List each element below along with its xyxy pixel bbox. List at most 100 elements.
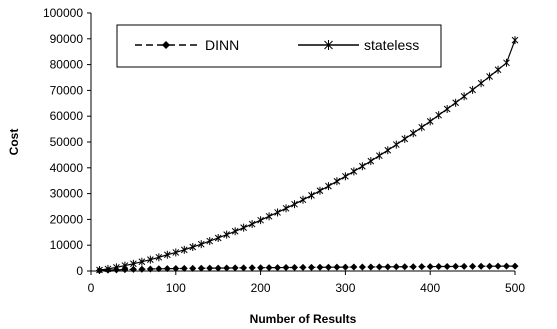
y-axis-title: Cost bbox=[7, 129, 21, 156]
asterisk-marker bbox=[155, 253, 163, 262]
diamond-marker bbox=[350, 263, 358, 271]
diamond-marker bbox=[189, 264, 197, 272]
diamond-marker bbox=[180, 264, 188, 272]
series-dinn bbox=[95, 262, 519, 274]
y-tick-label: 100000 bbox=[43, 6, 83, 20]
legend-items: DINN stateless bbox=[135, 37, 419, 53]
x-tick-label: 400 bbox=[420, 281, 440, 295]
diamond-marker bbox=[162, 41, 170, 49]
legend-label: DINN bbox=[205, 37, 239, 53]
diamond-marker bbox=[172, 265, 180, 273]
y-tick-label: 40000 bbox=[50, 161, 84, 175]
diamond-marker bbox=[426, 263, 434, 271]
diamond-marker bbox=[274, 264, 282, 272]
asterisk-marker bbox=[240, 223, 247, 232]
x-axis-title: Number of Results bbox=[250, 312, 357, 326]
diamond-marker bbox=[333, 263, 341, 271]
asterisk-marker bbox=[282, 204, 290, 213]
asterisk-marker bbox=[316, 186, 324, 195]
y-tick-label: 90000 bbox=[50, 32, 84, 46]
asterisk-marker bbox=[138, 257, 146, 266]
asterisk-marker bbox=[96, 265, 103, 274]
diamond-marker bbox=[324, 263, 332, 271]
asterisk-marker bbox=[248, 220, 256, 229]
asterisk-marker bbox=[333, 177, 341, 186]
diamond-marker bbox=[460, 262, 468, 270]
asterisk-marker bbox=[308, 191, 315, 200]
x-tick-label: 500 bbox=[505, 281, 525, 295]
asterisk-marker bbox=[384, 146, 392, 155]
asterisk-marker bbox=[291, 200, 298, 209]
diamond-marker bbox=[163, 265, 171, 273]
x-tick-label: 100 bbox=[166, 281, 186, 295]
y-tick-label: 80000 bbox=[50, 58, 84, 72]
diamond-marker bbox=[240, 264, 248, 272]
diamond-marker bbox=[511, 262, 519, 270]
diamond-marker bbox=[282, 264, 290, 272]
diamond-marker bbox=[435, 263, 443, 271]
asterisk-marker bbox=[418, 123, 426, 132]
asterisk-marker bbox=[147, 255, 154, 264]
asterisk-marker bbox=[180, 245, 188, 254]
asterisk-marker bbox=[324, 40, 333, 50]
asterisk-marker bbox=[113, 263, 120, 272]
diamond-marker bbox=[257, 264, 265, 272]
asterisk-marker bbox=[503, 58, 510, 67]
legend-box bbox=[116, 24, 442, 68]
asterisk-marker bbox=[163, 250, 171, 259]
diamond-marker bbox=[409, 263, 417, 271]
asterisk-marker bbox=[392, 140, 400, 149]
asterisk-marker bbox=[265, 212, 273, 221]
legend-label: stateless bbox=[364, 37, 419, 53]
diamond-marker bbox=[223, 264, 231, 272]
asterisk-marker bbox=[231, 227, 239, 236]
y-ticks: 0 10000 20000 30000 40000 50000 60000 70000 8000… bbox=[43, 6, 91, 278]
x-tick-label: 0 bbox=[88, 281, 95, 295]
asterisk-marker bbox=[452, 98, 459, 107]
y-tick-label: 50000 bbox=[50, 135, 84, 149]
diamond-marker bbox=[206, 264, 214, 272]
diamond-marker bbox=[401, 263, 409, 271]
asterisk-marker bbox=[494, 65, 502, 74]
diamond-marker bbox=[452, 262, 460, 270]
asterisk-marker bbox=[121, 261, 129, 270]
diamond-marker bbox=[316, 263, 324, 271]
x-ticks: 0 100 200 300 400 500 bbox=[88, 271, 525, 295]
asterisk-marker bbox=[486, 72, 493, 81]
diamond-marker bbox=[299, 263, 307, 271]
legend-item-stateless: stateless bbox=[298, 37, 419, 53]
diamond-marker bbox=[129, 265, 137, 273]
asterisk-marker bbox=[435, 111, 443, 120]
x-tick-label: 300 bbox=[335, 281, 355, 295]
series-stateless bbox=[96, 36, 519, 274]
asterisk-marker bbox=[214, 233, 222, 242]
series-line-stateless bbox=[99, 39, 516, 271]
diamond-marker bbox=[214, 264, 222, 272]
diamond-marker bbox=[367, 263, 375, 271]
diamond-marker bbox=[155, 265, 163, 273]
diamond-marker bbox=[146, 265, 154, 273]
y-tick-label: 60000 bbox=[50, 109, 84, 123]
asterisk-marker bbox=[197, 240, 205, 249]
diamond-marker bbox=[384, 263, 392, 271]
diamond-marker bbox=[341, 263, 349, 271]
y-tick-label: 30000 bbox=[50, 187, 84, 201]
asterisk-marker bbox=[299, 195, 307, 204]
asterisk-marker bbox=[426, 117, 434, 126]
y-tick-label: 70000 bbox=[50, 83, 84, 97]
x-tick-label: 200 bbox=[251, 281, 271, 295]
asterisk-marker bbox=[443, 104, 451, 113]
diamond-marker bbox=[469, 262, 477, 270]
series-layer bbox=[95, 36, 519, 274]
diamond-marker bbox=[291, 263, 299, 271]
asterisk-marker bbox=[342, 172, 349, 181]
asterisk-marker bbox=[511, 36, 519, 45]
asterisk-marker bbox=[223, 230, 231, 239]
asterisk-marker bbox=[104, 264, 112, 273]
y-tick-label: 0 bbox=[76, 264, 83, 278]
diamond-marker bbox=[486, 262, 494, 270]
diamond-marker bbox=[443, 262, 451, 270]
asterisk-marker bbox=[367, 157, 375, 166]
asterisk-marker bbox=[460, 92, 468, 101]
